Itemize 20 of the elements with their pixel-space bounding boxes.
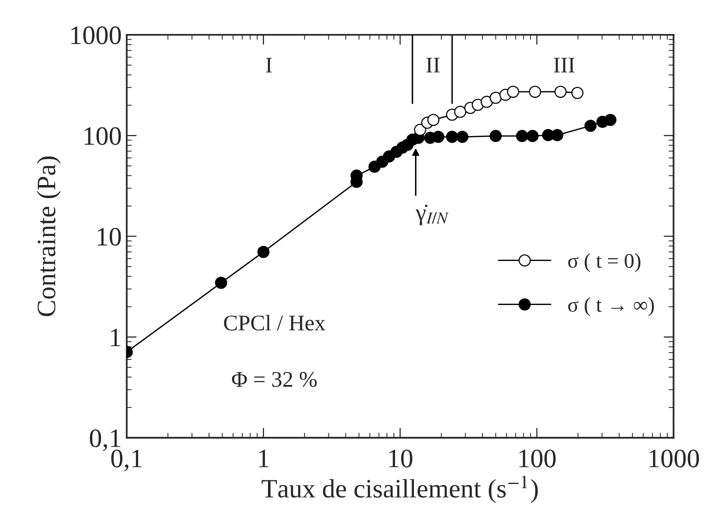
legend-label: σ ( t → ∞) xyxy=(568,297,654,316)
y-axis-title: Contrainte (Pa) xyxy=(36,156,61,316)
y-tick-label: 1 xyxy=(111,328,120,346)
legend-label: σ ( t = 0) xyxy=(568,253,640,272)
annotation: Φ = 32 % xyxy=(232,372,317,387)
y-tick-label: 0,1 xyxy=(90,429,120,451)
x-tick-label: 1 xyxy=(259,450,268,468)
x-tick-label: 0,1 xyxy=(111,450,142,472)
annotation: III xyxy=(554,58,575,72)
annotation: I xyxy=(266,58,272,72)
y-tick-label: 10 xyxy=(98,228,121,246)
x-axis-title: Taux de cisaillement (s$^{−1}$) xyxy=(262,476,538,503)
annotation: II xyxy=(426,58,440,72)
annotation: γ̇$_{I/N}$ xyxy=(416,204,449,226)
y-tick-label: 1000 xyxy=(71,26,121,44)
x-tick-label: 10 xyxy=(389,450,412,468)
x-tick-label: 1000 xyxy=(649,450,699,468)
annotation: CPCl / Hex xyxy=(224,314,326,330)
x-tick-label: 100 xyxy=(519,450,556,468)
y-tick-label: 100 xyxy=(84,127,121,145)
